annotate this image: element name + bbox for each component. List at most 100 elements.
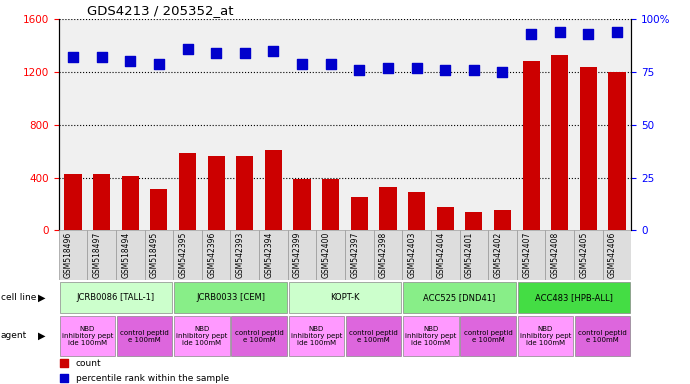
Bar xyxy=(59,230,87,280)
Bar xyxy=(460,316,516,356)
Text: control peptid
e 100mM: control peptid e 100mM xyxy=(464,329,513,343)
Text: NBD
inhibitory pept
ide 100mM: NBD inhibitory pept ide 100mM xyxy=(290,326,342,346)
Text: GDS4213 / 205352_at: GDS4213 / 205352_at xyxy=(88,3,234,17)
Bar xyxy=(603,230,631,280)
Bar xyxy=(460,230,489,280)
Text: GSM542397: GSM542397 xyxy=(351,232,359,278)
Bar xyxy=(93,174,110,230)
Point xyxy=(611,29,622,35)
Text: GSM518495: GSM518495 xyxy=(150,232,159,278)
Point xyxy=(96,54,107,60)
Text: KOPT-K: KOPT-K xyxy=(331,293,359,302)
Point xyxy=(125,58,136,65)
Point xyxy=(497,69,508,75)
Text: agent: agent xyxy=(1,331,27,341)
Point xyxy=(239,50,250,56)
Text: NBD
inhibitory pept
ide 100mM: NBD inhibitory pept ide 100mM xyxy=(520,326,571,346)
Bar xyxy=(259,230,288,280)
Bar xyxy=(121,176,139,230)
Bar xyxy=(518,316,573,356)
Text: ACC525 [DND41]: ACC525 [DND41] xyxy=(424,293,495,302)
Bar xyxy=(230,230,259,280)
Bar xyxy=(580,67,597,230)
Point xyxy=(68,54,79,60)
Text: JCRB0033 [CEM]: JCRB0033 [CEM] xyxy=(196,293,265,302)
Text: GSM518494: GSM518494 xyxy=(121,232,130,278)
Bar xyxy=(551,55,569,230)
Bar xyxy=(288,316,344,356)
Text: GSM542408: GSM542408 xyxy=(551,232,560,278)
Bar xyxy=(609,72,626,230)
Bar xyxy=(518,282,631,313)
Point xyxy=(272,314,283,320)
Bar xyxy=(208,157,225,230)
Bar xyxy=(345,230,374,280)
Text: control peptid
e 100mM: control peptid e 100mM xyxy=(235,329,284,343)
Bar xyxy=(489,230,517,280)
Bar xyxy=(517,230,546,280)
Text: GSM542403: GSM542403 xyxy=(408,232,417,278)
Text: GSM542398: GSM542398 xyxy=(379,232,388,278)
Bar xyxy=(236,157,253,230)
Bar xyxy=(59,316,115,356)
Bar xyxy=(173,230,202,280)
Text: GSM542393: GSM542393 xyxy=(236,232,245,278)
Bar xyxy=(403,316,459,356)
Bar xyxy=(403,282,516,313)
Text: count: count xyxy=(76,359,101,367)
Bar xyxy=(288,230,316,280)
Bar xyxy=(150,189,168,230)
Bar xyxy=(179,152,196,230)
Bar xyxy=(316,230,345,280)
Point xyxy=(554,29,565,35)
Text: GSM518496: GSM518496 xyxy=(64,232,73,278)
Text: GSM542401: GSM542401 xyxy=(465,232,474,278)
Bar xyxy=(374,230,402,280)
Bar xyxy=(59,282,172,313)
Bar xyxy=(116,230,145,280)
Text: NBD
inhibitory pept
ide 100mM: NBD inhibitory pept ide 100mM xyxy=(176,326,228,346)
Bar xyxy=(574,230,603,280)
Text: control peptid
e 100mM: control peptid e 100mM xyxy=(578,329,627,343)
Bar xyxy=(231,316,287,356)
Text: GSM542407: GSM542407 xyxy=(522,232,531,278)
Text: GSM542406: GSM542406 xyxy=(608,232,617,278)
Text: JCRB0086 [TALL-1]: JCRB0086 [TALL-1] xyxy=(77,293,155,302)
Text: percentile rank within the sample: percentile rank within the sample xyxy=(76,374,229,382)
Bar xyxy=(546,230,574,280)
Bar xyxy=(117,316,172,356)
Text: GSM542404: GSM542404 xyxy=(436,232,445,278)
Text: GSM542396: GSM542396 xyxy=(207,232,216,278)
Text: NBD
inhibitory pept
ide 100mM: NBD inhibitory pept ide 100mM xyxy=(405,326,457,346)
Text: GSM518497: GSM518497 xyxy=(92,232,101,278)
Bar xyxy=(522,61,540,230)
Text: cell line: cell line xyxy=(1,293,36,302)
Point xyxy=(526,31,537,37)
Bar xyxy=(575,316,631,356)
Point xyxy=(268,48,279,54)
Text: GSM542402: GSM542402 xyxy=(493,232,502,278)
Bar xyxy=(402,230,431,280)
Text: GSM542394: GSM542394 xyxy=(264,232,273,278)
Text: ▶: ▶ xyxy=(39,331,46,341)
Bar xyxy=(437,207,454,230)
Text: control peptid
e 100mM: control peptid e 100mM xyxy=(349,329,398,343)
Point xyxy=(182,46,193,52)
Bar xyxy=(408,192,425,230)
Bar xyxy=(494,210,511,230)
Bar xyxy=(174,316,230,356)
Point xyxy=(382,65,393,71)
Point xyxy=(153,61,164,67)
Bar xyxy=(431,230,460,280)
Point xyxy=(272,177,283,183)
Point xyxy=(297,61,308,67)
Text: NBD
inhibitory pept
ide 100mM: NBD inhibitory pept ide 100mM xyxy=(61,326,113,346)
Text: GSM542399: GSM542399 xyxy=(293,232,302,278)
Point xyxy=(583,31,594,37)
Bar xyxy=(174,282,287,313)
Bar xyxy=(288,282,402,313)
Point xyxy=(469,67,480,73)
Text: control peptid
e 100mM: control peptid e 100mM xyxy=(120,329,169,343)
Bar xyxy=(145,230,173,280)
Bar xyxy=(265,150,282,230)
